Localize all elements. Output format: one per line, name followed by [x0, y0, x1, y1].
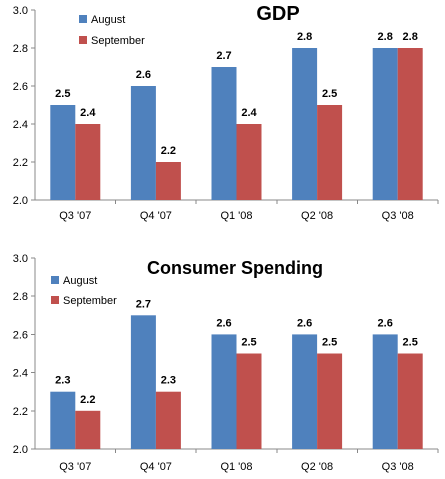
chart2-bar-september — [236, 353, 262, 449]
chart1-legend-swatch-september — [79, 36, 87, 44]
chart2-bar-august — [211, 334, 237, 449]
chart1-x-tick-label: Q3 '07 — [59, 210, 91, 222]
chart1-bar-september — [75, 124, 101, 200]
chart1-bar-august — [50, 105, 76, 200]
chart1-y-tick-label: 2.8 — [13, 43, 28, 55]
chart1-y-tick-label: 2.6 — [13, 81, 28, 93]
chart2-legend-label-september: September — [63, 295, 117, 307]
chart2-bar-august — [50, 391, 76, 449]
chart1-x-tick-label: Q1 '08 — [220, 210, 252, 222]
chart2-data-label-september: 2.2 — [80, 394, 95, 406]
chart1-x-tick-label: Q4 '07 — [140, 210, 172, 222]
chart1-bar-august — [292, 48, 318, 200]
chart2-data-label-august: 2.6 — [297, 317, 312, 329]
chart1-y-tick-label: 2.4 — [13, 119, 28, 131]
chart1-bar-august — [211, 67, 237, 200]
chart1-bar-september — [236, 124, 262, 200]
chart1-data-label-september: 2.8 — [403, 31, 418, 43]
chart1-bar-september — [397, 48, 423, 200]
chart2-legend-label-august: August — [63, 275, 97, 287]
chart2-data-label-september: 2.5 — [322, 337, 337, 349]
chart2-data-label-august: 2.6 — [216, 317, 231, 329]
chart1-data-label-august: 2.6 — [136, 69, 151, 81]
chart2-x-tick-label: Q1 '08 — [220, 461, 252, 473]
chart1-bar-august — [372, 48, 398, 200]
chart1-data-label-august: 2.8 — [297, 31, 312, 43]
chart1-bar-september — [317, 105, 343, 200]
chart2-x-tick-label: Q4 '07 — [140, 461, 172, 473]
chart2-bar-august — [372, 334, 398, 449]
chart2-bar-august — [130, 315, 156, 449]
chart2-x-tick-label: Q3 '08 — [382, 461, 414, 473]
chart1-data-label-august: 2.8 — [378, 31, 393, 43]
chart1-data-label-september: 2.4 — [80, 107, 96, 119]
chart1-data-label-september: 2.2 — [161, 145, 176, 157]
chart2-data-label-august: 2.3 — [55, 375, 70, 387]
chart1-bar-august — [130, 86, 156, 200]
chart2-y-tick-label: 2.0 — [13, 444, 28, 456]
chart2-data-label-august: 2.6 — [378, 317, 393, 329]
chart2-y-tick-label: 2.4 — [13, 368, 28, 380]
chart1-title: GDP — [256, 3, 299, 25]
chart2-data-label-september: 2.5 — [241, 337, 256, 349]
chart2-y-tick-label: 2.8 — [13, 291, 28, 303]
chart1-bar-september — [155, 162, 181, 200]
chart2-data-label-september: 2.3 — [161, 375, 176, 387]
chart2-x-tick-label: Q3 '07 — [59, 461, 91, 473]
chart2-data-label-september: 2.5 — [403, 337, 418, 349]
chart1-data-label-august: 2.7 — [216, 50, 231, 62]
chart1-y-tick-label: 2.0 — [13, 195, 28, 207]
chart2-title: Consumer Spending — [147, 258, 323, 278]
chart1-x-tick-label: Q3 '08 — [382, 210, 414, 222]
chart2-bar-august — [292, 334, 318, 449]
chart1-legend-label-september: September — [91, 35, 145, 47]
chart2-bar-september — [397, 353, 423, 449]
chart2-legend-swatch-august — [51, 276, 59, 284]
chart2-data-label-august: 2.7 — [136, 298, 151, 310]
chart1-data-label-august: 2.5 — [55, 88, 70, 100]
chart2-y-tick-label: 3.0 — [13, 253, 28, 265]
chart1-legend-label-august: August — [91, 14, 125, 26]
chart1-data-label-september: 2.4 — [241, 107, 257, 119]
chart2-legend-swatch-september — [51, 296, 59, 304]
chart2-bar-september — [75, 410, 101, 449]
chart2-bar-september — [317, 353, 343, 449]
chart1-y-tick-label: 2.2 — [13, 157, 28, 169]
chart2-bar-september — [155, 391, 181, 449]
chart1-y-tick-label: 3.0 — [13, 5, 28, 17]
chart1-data-label-september: 2.5 — [322, 88, 337, 100]
chart1-legend-swatch-august — [79, 15, 87, 23]
chart2-x-tick-label: Q2 '08 — [301, 461, 333, 473]
chart2-y-tick-label: 2.2 — [13, 406, 28, 418]
chart2-y-tick-label: 2.6 — [13, 329, 28, 341]
chart1-x-tick-label: Q2 '08 — [301, 210, 333, 222]
